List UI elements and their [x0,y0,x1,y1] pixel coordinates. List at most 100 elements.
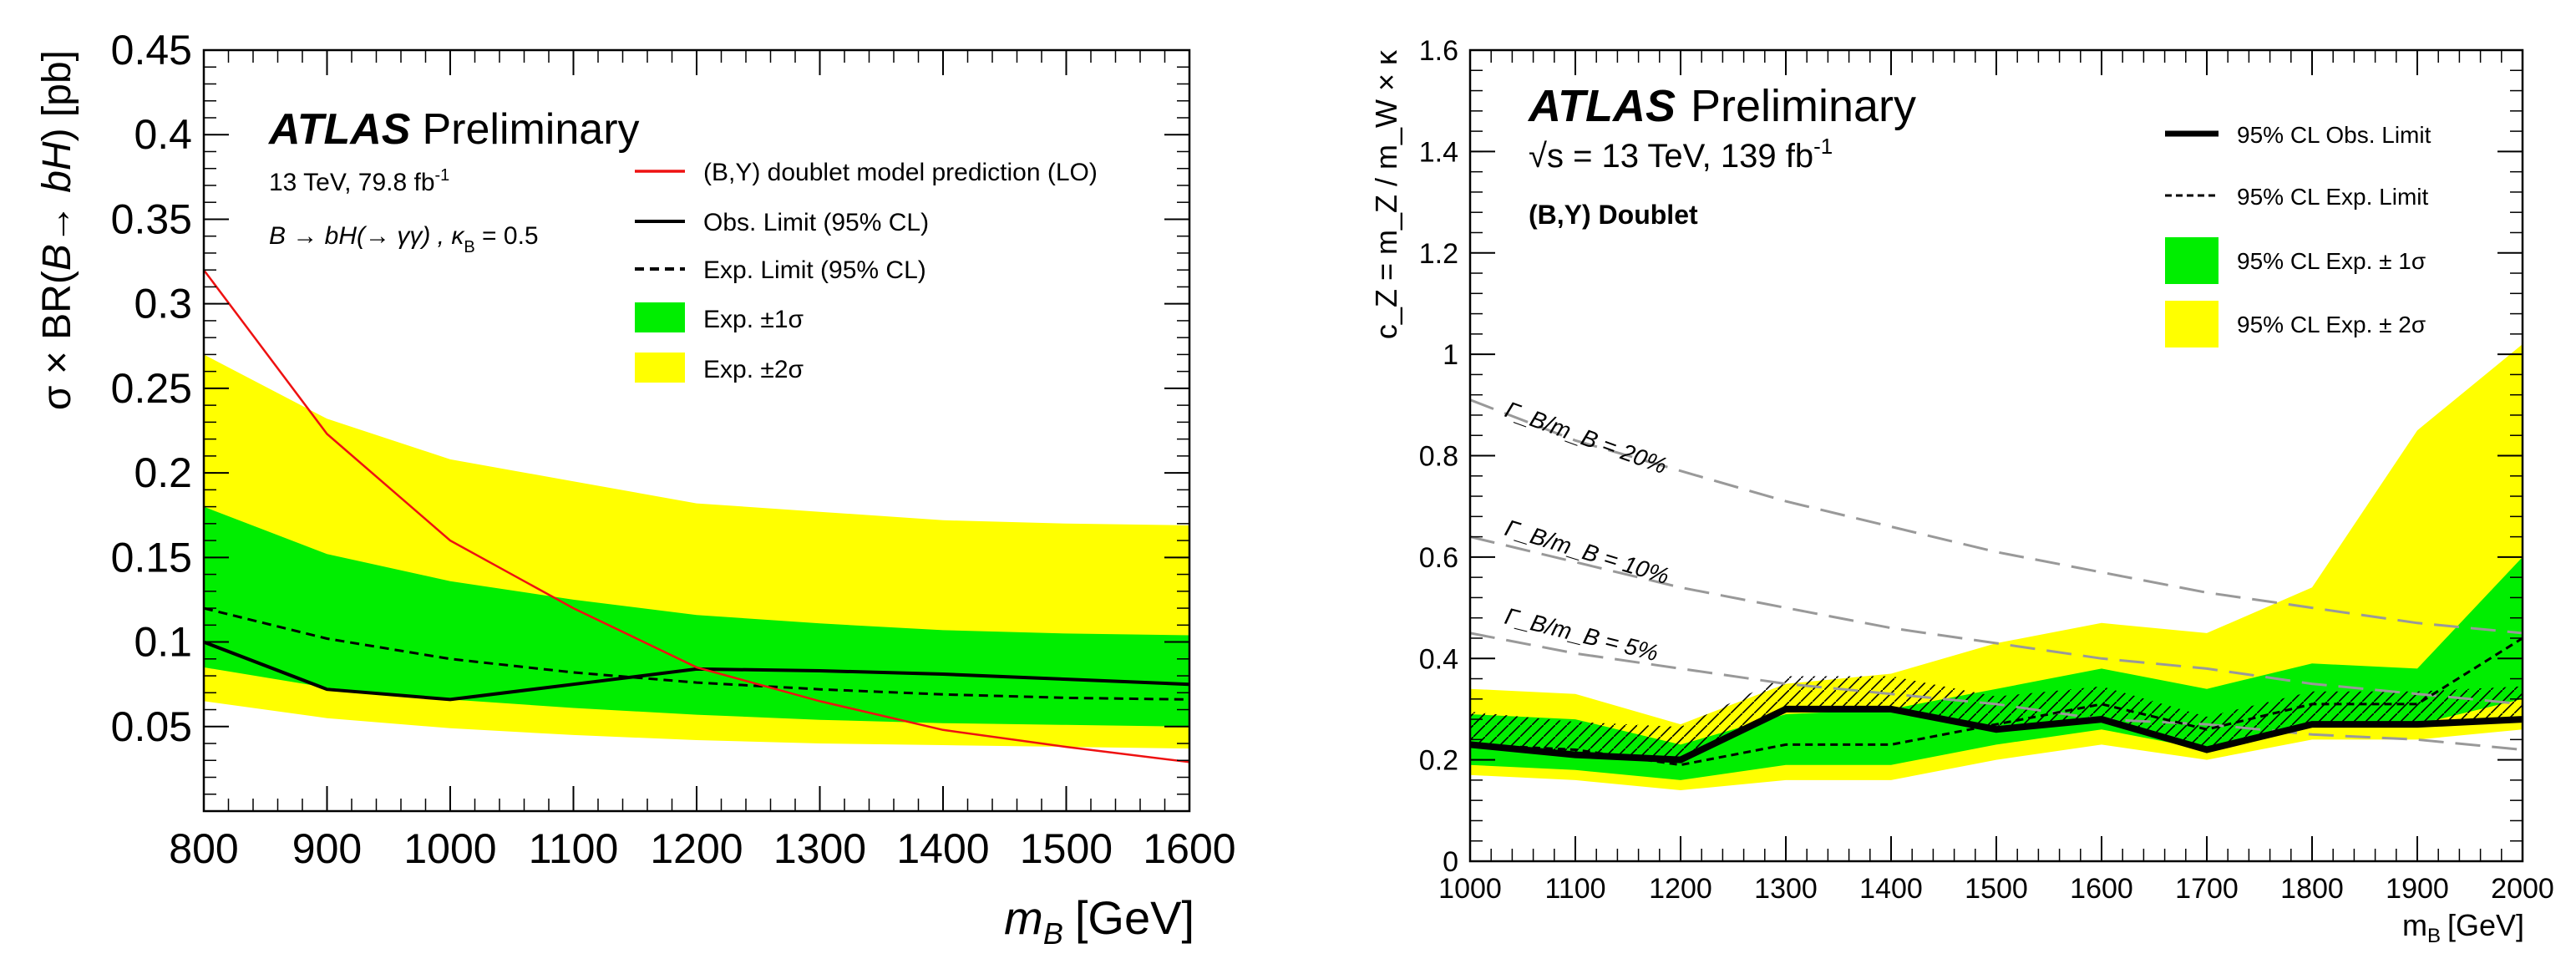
R-y-tick-label: 0.6 [1419,542,1458,574]
L-x-tick-label: 1600 [1143,825,1235,872]
R-x-tick-label: 1300 [1754,873,1818,905]
legend-prediction-label: (B,Y) doublet model prediction (LO) [703,159,1098,186]
L-y-tick-label: 0.25 [111,365,192,412]
prediction-line [204,269,1189,763]
L-y-tick-label: 0.1 [134,619,192,666]
width-20-line [1470,398,2523,635]
L-x-tick-label: 1400 [896,825,989,872]
width-20-label: Γ_B/m_B = 20% [1502,397,1671,479]
right-xlabel-sub: B [2427,925,2441,947]
left-ylabel-b: b [35,170,79,193]
left-atlas-bold: ATLAS [267,105,411,154]
legend-band1-label: 95% CL Exp. ± 1σ [2237,248,2426,274]
R-x-tick-label: 2000 [2491,873,2554,905]
legend-expected-label: 95% CL Exp. Limit [2237,184,2428,210]
left-process-value: = 0.5 [475,222,539,250]
left-ylabel-H: H [35,141,79,170]
left-xlabel-unit: [GeV] [1075,891,1194,944]
R-y-tick-label: 1.6 [1419,35,1458,67]
L-y-tick-label: 0.4 [134,111,192,158]
right-x-tick-labels: 1000 1100 1200 1300 1400 1500 1600 1700 1800 1900… [1438,873,2554,905]
right-energy-lumi: √s = 13 TeV, 139 fb-1 [1529,134,1833,175]
legend-band2-label: Exp. ±2σ [703,356,804,383]
right-y-axis-label: c_Z = m_Z / m_W × κ [1369,49,1403,339]
legend-band1-swatch [635,302,685,332]
left-process-sub: B [464,238,474,256]
right-x-axis-label: mB [GeV] [2402,908,2524,947]
right-y-tick-labels: 0 0.2 0.4 0.6 0.8 1 1.2 1.4 1.6 [1419,35,1458,878]
right-plot-area [1470,344,2523,790]
left-energy-lumi: 13 TeV, 79.8 fb-1 [269,166,449,196]
left-ylabel-pre: σ × BR( [35,271,79,410]
L-x-tick-label: 1300 [773,825,866,872]
left-atlas-preliminary: Preliminary [422,105,639,154]
R-x-tick-label: 1200 [1649,873,1712,905]
right-xlabel-var: m [2402,908,2427,942]
excluded-region-hatch [1470,676,2523,760]
right-model-label: (B,Y) Doublet [1529,200,1698,230]
R-x-tick-label: 1100 [1544,873,1605,905]
L-x-tick-label: 1200 [650,825,743,872]
R-y-tick-label: 1.4 [1419,136,1458,168]
R-y-tick-label: 0.2 [1419,745,1458,777]
L-observed-line [204,640,1189,702]
left-ylabel-B: B [35,244,79,271]
L-y-tick-label: 0.35 [111,195,192,242]
L-y-tick-label: 0.3 [134,281,192,327]
left-x-axis-label: mB [GeV] [1004,891,1194,951]
R-observed-line [1470,705,2523,763]
left-process-label: B → bH(→ γγ) , κB = 0.5 [269,222,539,256]
width-10-line [1470,535,2523,706]
right-atlas-bold: ATLAS [1527,81,1676,131]
legend-band2-swatch [2165,301,2219,347]
R-y-tick-label: 1 [1443,339,1458,371]
right-energy-text: √s = 13 TeV, 139 fb [1529,138,1813,175]
R-x-tick-label: 1000 [1438,873,1502,905]
left-xlabel-sub: B [1043,916,1063,951]
R-x-tick-label: 1400 [1859,873,1923,905]
left-process-text: B → bH(→ γγ) , κ [269,222,465,250]
L-y-tick-label: 0.15 [111,534,192,581]
R-y-tick-label: 1.2 [1419,238,1458,270]
R-x-tick-label: 1900 [2386,873,2449,905]
left-x-tick-labels: 800 900 1000 1100 1200 1300 1400 1500 1600 [169,825,1235,872]
R-x-tick-label: 1800 [2280,873,2344,905]
L-x-tick-label: 1000 [403,825,496,872]
right-lumi-sup: -1 [1813,134,1833,159]
width-5-line [1470,632,2523,751]
right-ticks [1469,49,2523,862]
left-ylabel-arrow: → [35,193,79,244]
left-y-axis-label: σ × BR(B→ bH) [pb] [35,50,79,410]
right-xlabel-unit: [GeV] [2447,908,2524,942]
R-y-tick-label: 0 [1443,846,1458,878]
L-x-tick-label: 800 [169,825,238,872]
right-legend: 95% CL Obs. Limit 95% CL Exp. Limit 95% … [2165,122,2431,347]
left-legend: (B,Y) doublet model prediction (LO) Obs.… [635,159,1098,383]
width-5-label: Γ_B/m_B = 5% [1503,603,1661,667]
R-x-tick-label: 1500 [1965,873,2028,905]
left-plot-area [204,269,1189,763]
legend-band1-swatch [2165,237,2219,284]
left-chart: 800 900 1000 1100 1200 1300 1400 1500 1600 0.050… [35,27,1236,951]
right-atlas-preliminary: Preliminary [1691,81,1916,131]
R-x-tick-label: 1600 [2070,873,2133,905]
legend-observed-label: 95% CL Obs. Limit [2237,122,2431,148]
legend-band2-label: 95% CL Exp. ± 2σ [2237,312,2426,337]
R-x-tick-label: 1700 [2175,873,2239,905]
legend-band1-label: Exp. ±1σ [703,306,804,333]
L-expected-line [204,606,1189,701]
legend-expected-label: Exp. Limit (95% CL) [703,256,926,284]
L-y-tick-label: 0.05 [111,703,192,750]
L-x-tick-label: 1100 [529,825,619,872]
L-band-1sigma [204,506,1189,727]
left-xlabel-var: m [1004,891,1043,944]
left-ticks [203,49,1190,812]
legend-band2-swatch [635,353,685,383]
right-chart: 1000 1100 1200 1300 1400 1500 1600 1700 1800 1900… [1369,35,2554,947]
L-x-tick-label: 900 [292,825,362,872]
legend-observed-label: Obs. Limit (95% CL) [703,209,929,236]
R-y-tick-label: 0.8 [1419,441,1458,473]
left-y-tick-labels: 0.05 0.1 0.15 0.2 0.25 0.3 0.35 0.4 0.45 [111,27,192,750]
left-atlas-label: ATLAS Preliminary [267,105,640,154]
